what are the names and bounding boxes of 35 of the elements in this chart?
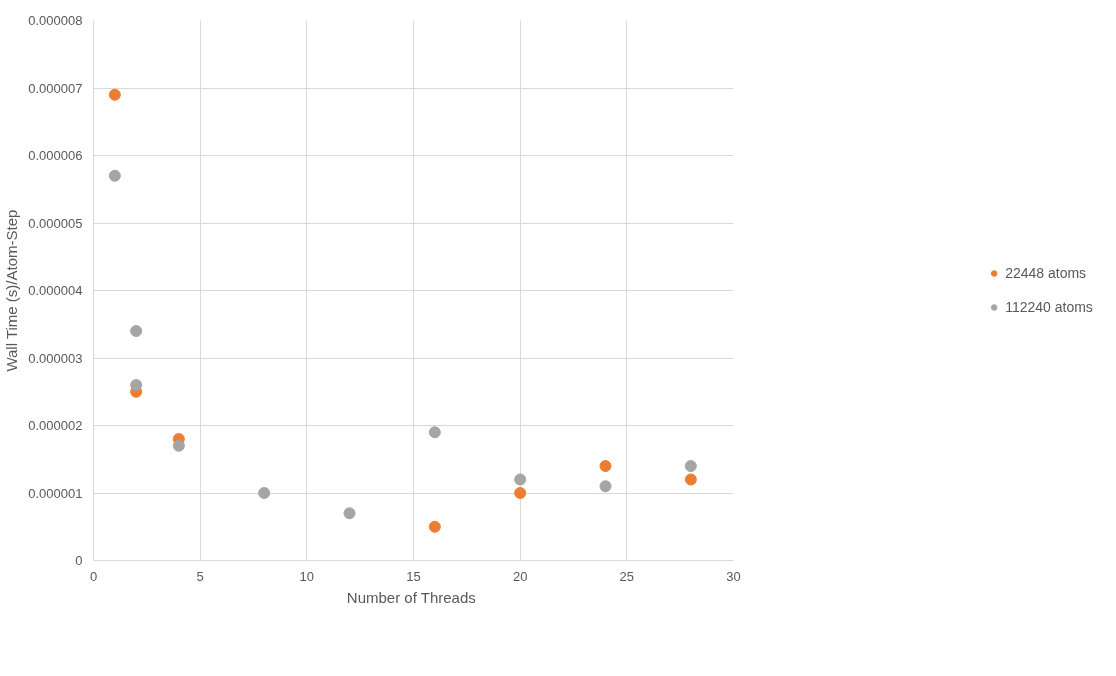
point <box>514 473 527 486</box>
point <box>108 88 121 101</box>
x-tick-label: 0 <box>89 568 98 584</box>
y-tick-label: 0.000005 <box>28 215 83 231</box>
legend-label: 112240 atoms <box>1005 299 1093 315</box>
point <box>684 460 697 472</box>
point <box>172 439 185 452</box>
point <box>684 473 697 486</box>
x-tick-label: 5 <box>196 568 204 584</box>
y-tick-label: 0.000008 <box>28 13 83 28</box>
point <box>599 460 612 472</box>
x-tick-label: 25 <box>619 568 635 584</box>
y-tick-label: 0.000007 <box>28 80 83 96</box>
legend-label: 22448 atoms <box>1005 265 1087 281</box>
point <box>428 520 441 533</box>
point <box>599 480 612 493</box>
x-tick-label: 30 <box>726 568 741 584</box>
y-tick-label: 0.000001 <box>28 485 83 501</box>
y-tick-label: 0.000006 <box>28 148 83 163</box>
x-tick-label: 20 <box>512 568 528 584</box>
x-axis-title: Number of Threads <box>346 588 476 606</box>
point <box>514 487 527 499</box>
x-tick-label: 10 <box>299 568 315 584</box>
x-tick-label: 15 <box>406 568 421 584</box>
y-tick-label: 0.000004 <box>28 283 83 298</box>
y-tick-label: 0.000002 <box>28 418 83 433</box>
y-axis-title: Wall Time (s)/Atom-Step <box>3 209 21 372</box>
point <box>343 507 356 520</box>
y-tick-label: 0 <box>75 553 83 568</box>
point <box>130 379 143 391</box>
y-tick-label: 0.000003 <box>28 350 83 366</box>
point <box>258 487 271 499</box>
point <box>130 325 143 337</box>
point <box>108 169 121 182</box>
point <box>428 426 441 439</box>
